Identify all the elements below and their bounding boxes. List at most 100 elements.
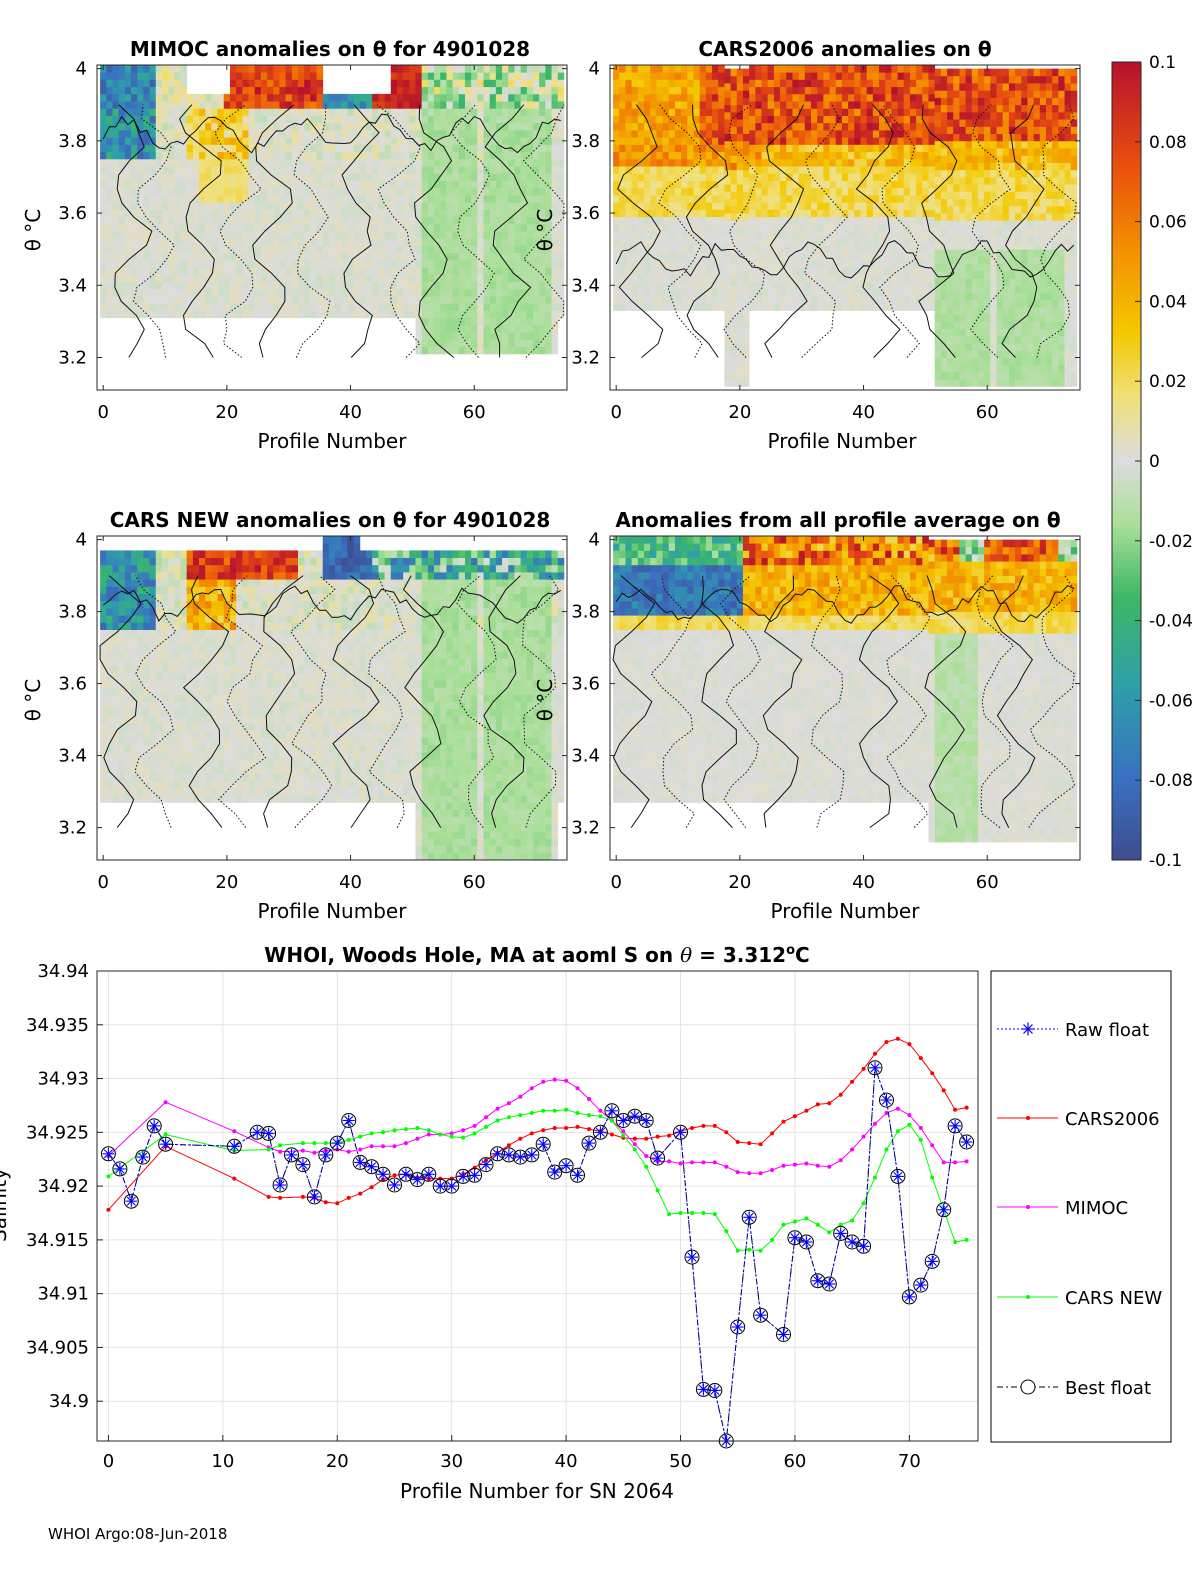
heatmap-cell (267, 130, 274, 138)
heatmap-cell (742, 292, 750, 301)
heatmap-cell (131, 130, 138, 138)
heatmap-cell (446, 274, 453, 283)
heatmap-cell (415, 166, 423, 174)
heatmap-cell (749, 296, 756, 304)
heatmap-cell (297, 65, 305, 73)
heatmap-cell (143, 209, 150, 218)
heatmap-cell (310, 65, 317, 73)
heatmap-cell (316, 79, 324, 88)
heatmap-cell (631, 151, 639, 160)
heatmap-cell (341, 216, 348, 225)
heatmap-cell (810, 151, 818, 160)
heatmap-cell (260, 72, 268, 80)
heatmap-cell (977, 162, 985, 171)
heatmap-cell (841, 281, 849, 290)
heatmap-cell (959, 191, 966, 200)
heatmap-cell (742, 133, 750, 142)
heatmap-cell (736, 350, 744, 358)
heatmap-cell (841, 173, 849, 181)
heatmap-cell (186, 260, 194, 268)
heatmap-cell (526, 144, 534, 153)
heatmap-cell (773, 93, 781, 102)
heatmap-cell (217, 180, 225, 189)
heatmap-cell (229, 252, 237, 261)
heatmap-cell (161, 281, 169, 290)
heatmap-cell (434, 122, 441, 131)
heatmap-cell (514, 151, 522, 160)
heatmap-cell (551, 130, 559, 138)
heatmap-cell (118, 93, 126, 102)
heatmap-cell (532, 310, 540, 319)
heatmap-cell (229, 267, 237, 275)
heatmap-cell (434, 281, 441, 290)
heatmap-cell (767, 223, 775, 232)
heatmap-cell (452, 281, 460, 290)
heatmap-cell (149, 151, 157, 160)
heatmap-cell (631, 245, 639, 254)
heatmap-cell (464, 346, 472, 355)
heatmap-cell (526, 166, 534, 174)
heatmap-cell (297, 187, 305, 196)
heatmap-cell (378, 245, 385, 254)
heatmap-cell (483, 245, 491, 254)
heatmap-cell (180, 101, 188, 109)
heatmap-cell (421, 86, 429, 95)
heatmap-cell (971, 306, 979, 315)
heatmap-cell (273, 137, 280, 145)
heatmap-cell (996, 314, 1004, 322)
heatmap-cell (199, 108, 206, 116)
heatmap-cell (477, 245, 484, 254)
heatmap-cell (742, 140, 750, 149)
heatmap-cell (440, 245, 447, 254)
heatmap-cell (477, 332, 484, 340)
heatmap-cell (483, 101, 491, 109)
heatmap-cell (545, 158, 552, 167)
heatmap-cell (489, 260, 497, 268)
heatmap-cell (131, 79, 138, 88)
heatmap-cell (446, 317, 453, 326)
heatmap-cell (699, 195, 707, 203)
heatmap-cell (458, 325, 466, 333)
heatmap-cell (106, 158, 113, 167)
heatmap-cell (916, 180, 923, 189)
heatmap-cell (532, 86, 540, 95)
heatmap-cell (223, 130, 231, 138)
heatmap-cell (724, 379, 731, 387)
heatmap-cell (434, 195, 441, 203)
heatmap-cell (854, 187, 861, 196)
heatmap-cell (891, 122, 898, 131)
heatmap-cell (755, 274, 762, 283)
heatmap-cell (699, 296, 707, 304)
heatmap-cell (149, 274, 157, 283)
heatmap-cell (297, 303, 305, 311)
heatmap-cell (526, 346, 534, 355)
contour-line (376, 104, 422, 358)
heatmap-cell (909, 93, 917, 102)
heatmap-cell (897, 288, 905, 297)
heatmap-cell (674, 180, 682, 189)
heatmap-cell (495, 101, 503, 109)
heatmap-cell (693, 202, 701, 210)
heatmap-cell (495, 325, 503, 333)
heatmap-cell (557, 72, 565, 80)
heatmap-cell (471, 296, 478, 304)
heatmap-cell (100, 180, 107, 189)
heatmap-cell (909, 245, 917, 254)
heatmap-cell (477, 339, 484, 348)
heatmap-cell (984, 90, 991, 98)
heatmap-cell (186, 303, 194, 311)
heatmap-cell (619, 130, 626, 138)
heatmap-cell (483, 346, 491, 355)
heatmap-cell (427, 72, 435, 80)
heatmap-cell (396, 281, 404, 290)
heatmap-cell (242, 173, 249, 181)
heatmap-cell (180, 180, 188, 189)
heatmap-cell (471, 93, 478, 102)
heatmap-cell (396, 122, 404, 131)
heatmap-cell (909, 202, 917, 210)
heatmap-cell (322, 252, 330, 261)
heatmap-cell (440, 79, 447, 88)
heatmap-cell (965, 321, 973, 330)
heatmap-cell (668, 187, 676, 196)
heatmap-cell (217, 231, 225, 239)
